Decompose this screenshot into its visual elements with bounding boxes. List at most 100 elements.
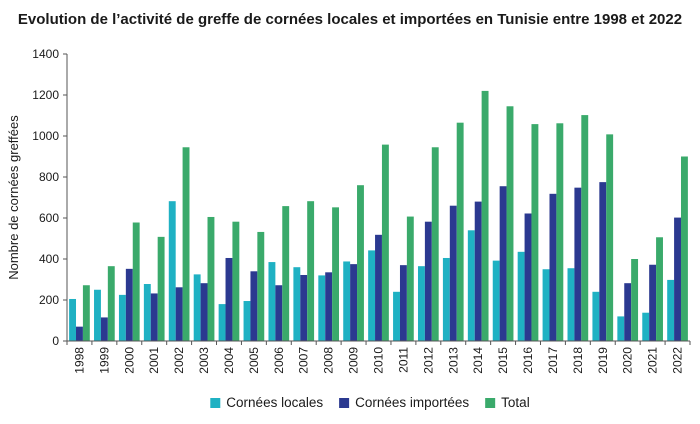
- bar-total-2002: [182, 147, 190, 341]
- x-tick-label-2006: 2006: [272, 347, 286, 374]
- bar-corn-es-locales-2011: [393, 291, 400, 341]
- bar-corn-es-locales-2008: [318, 275, 326, 341]
- bar-corn-es-locales-2019: [592, 291, 600, 341]
- x-tick-label-2002: 2002: [172, 347, 186, 374]
- axes: 0 200 400 600 800 1000 1200 1400 1998 1999 2000 200…: [32, 47, 691, 374]
- bar-total-2019: [606, 134, 614, 341]
- bar-corn-es-locales-2004: [218, 304, 226, 341]
- bar-corn-es-import-es-1999: [100, 317, 108, 341]
- bar-corn-es-import-es-2000: [125, 268, 133, 341]
- bar-corn-es-import-es-2013: [449, 205, 457, 341]
- bar-corn-es-locales-2007: [293, 267, 301, 341]
- bar-total-2013: [456, 122, 464, 342]
- x-tick-label-1999: 1999: [97, 347, 111, 374]
- legend: Cornées locales Cornées importées Total: [210, 395, 530, 410]
- bar-total-2014: [481, 90, 489, 342]
- bar-total-2018: [581, 115, 589, 341]
- bar-corn-es-locales-1998: [69, 298, 77, 341]
- bar-total-2015: [506, 106, 514, 341]
- bar-corn-es-locales-2006: [268, 262, 276, 341]
- y-tick-label-1400: 1400: [32, 47, 59, 61]
- bar-corn-es-import-es-2008: [325, 272, 333, 341]
- legend-label: Total: [501, 395, 530, 410]
- bar-total-2006: [282, 206, 290, 341]
- y-tick-label-200: 200: [39, 293, 59, 307]
- bar-corn-es-locales-2015: [492, 260, 500, 341]
- bar-total-2003: [207, 216, 215, 341]
- x-tick-label-2017: 2017: [546, 347, 560, 374]
- bar-corn-es-locales-2010: [368, 250, 376, 341]
- x-tick-label-2011: 2011: [396, 347, 410, 373]
- bar-corn-es-import-es-2004: [225, 257, 233, 341]
- bar-corn-es-locales-2020: [617, 316, 625, 341]
- legend-label: Cornées importées: [355, 395, 469, 410]
- x-tick-label-2000: 2000: [122, 347, 136, 374]
- bar-total-2016: [531, 124, 539, 341]
- bar-total-1999: [107, 266, 115, 341]
- y-tick-label-1200: 1200: [32, 88, 59, 102]
- bar-corn-es-locales-2002: [168, 201, 176, 341]
- bar-corn-es-import-es-2007: [300, 274, 308, 341]
- x-tick-label-2015: 2015: [496, 347, 510, 374]
- bar-total-2021: [656, 237, 663, 341]
- bar-corn-es-import-es-2009: [350, 264, 358, 342]
- bar-corn-es-import-es-2020: [624, 283, 632, 341]
- bar-corn-es-locales-2018: [567, 268, 575, 341]
- bar-total-2008: [332, 207, 340, 341]
- legend-swatch: [485, 398, 496, 408]
- x-tick-label-2014: 2014: [471, 347, 485, 374]
- chart-title: Evolution de l’activité de greffe de cor…: [18, 11, 682, 28]
- bar-corn-es-import-es-2002: [175, 287, 183, 341]
- bar-corn-es-import-es-2014: [474, 201, 482, 341]
- bar-total-1998: [82, 285, 90, 341]
- bar-corn-es-locales-2014: [467, 230, 475, 341]
- bar-total-2020: [631, 259, 639, 341]
- x-tick-label-2022: 2022: [671, 347, 685, 374]
- bar-total-2001: [157, 236, 165, 341]
- bar-corn-es-import-es-2011: [399, 265, 407, 341]
- bar-total-2004: [232, 221, 240, 341]
- bar-corn-es-locales-2017: [542, 269, 550, 341]
- bar-total-2007: [307, 201, 315, 341]
- x-tick-label-2016: 2016: [521, 347, 535, 374]
- legend-item-corn-es-locales: Cornées locales: [210, 395, 323, 410]
- y-tick-label-1000: 1000: [32, 129, 59, 143]
- x-tick-label-2018: 2018: [571, 347, 585, 374]
- y-axis-label: Nombre de cornées greffées: [6, 115, 21, 280]
- bar-corn-es-locales-2016: [517, 251, 525, 341]
- legend-swatch: [210, 398, 221, 408]
- legend-label: Cornées locales: [226, 395, 323, 410]
- bar-total-2009: [357, 185, 364, 341]
- bar-corn-es-import-es-2003: [200, 283, 208, 341]
- x-tick-label-2020: 2020: [621, 347, 635, 374]
- bar-corn-es-import-es-2022: [674, 217, 681, 341]
- bar-corn-es-locales-2012: [417, 266, 425, 341]
- bar-total-2011: [406, 216, 414, 341]
- bar-corn-es-locales-2022: [667, 279, 675, 341]
- y-tick-label-600: 600: [39, 211, 59, 225]
- bar-corn-es-import-es-2012: [424, 221, 432, 341]
- bar-total-2005: [257, 231, 265, 341]
- x-tick-label-1998: 1998: [72, 347, 86, 374]
- x-tick-label-2021: 2021: [646, 347, 660, 374]
- x-tick-label-2010: 2010: [372, 347, 386, 374]
- x-tick-label-2005: 2005: [247, 347, 261, 374]
- x-tick-label-2007: 2007: [297, 347, 311, 374]
- x-tick-label-2019: 2019: [596, 347, 610, 374]
- bar-total-2000: [132, 222, 140, 341]
- bar-total-2010: [381, 144, 389, 341]
- bar-corn-es-import-es-2019: [599, 182, 607, 342]
- bar-corn-es-import-es-2006: [275, 285, 283, 341]
- bar-corn-es-locales-2009: [343, 261, 351, 341]
- bar-corn-es-locales-2000: [118, 294, 126, 342]
- bar-corn-es-import-es-1998: [76, 326, 83, 341]
- x-tick-label-2003: 2003: [197, 347, 211, 374]
- bar-corn-es-locales-2013: [442, 257, 450, 341]
- y-tick-label-400: 400: [39, 252, 59, 266]
- bar-total-2022: [680, 156, 688, 341]
- y-tick-label-800: 800: [39, 170, 59, 184]
- bar-corn-es-import-es-2015: [499, 186, 507, 341]
- bar-corn-es-import-es-2017: [549, 193, 557, 341]
